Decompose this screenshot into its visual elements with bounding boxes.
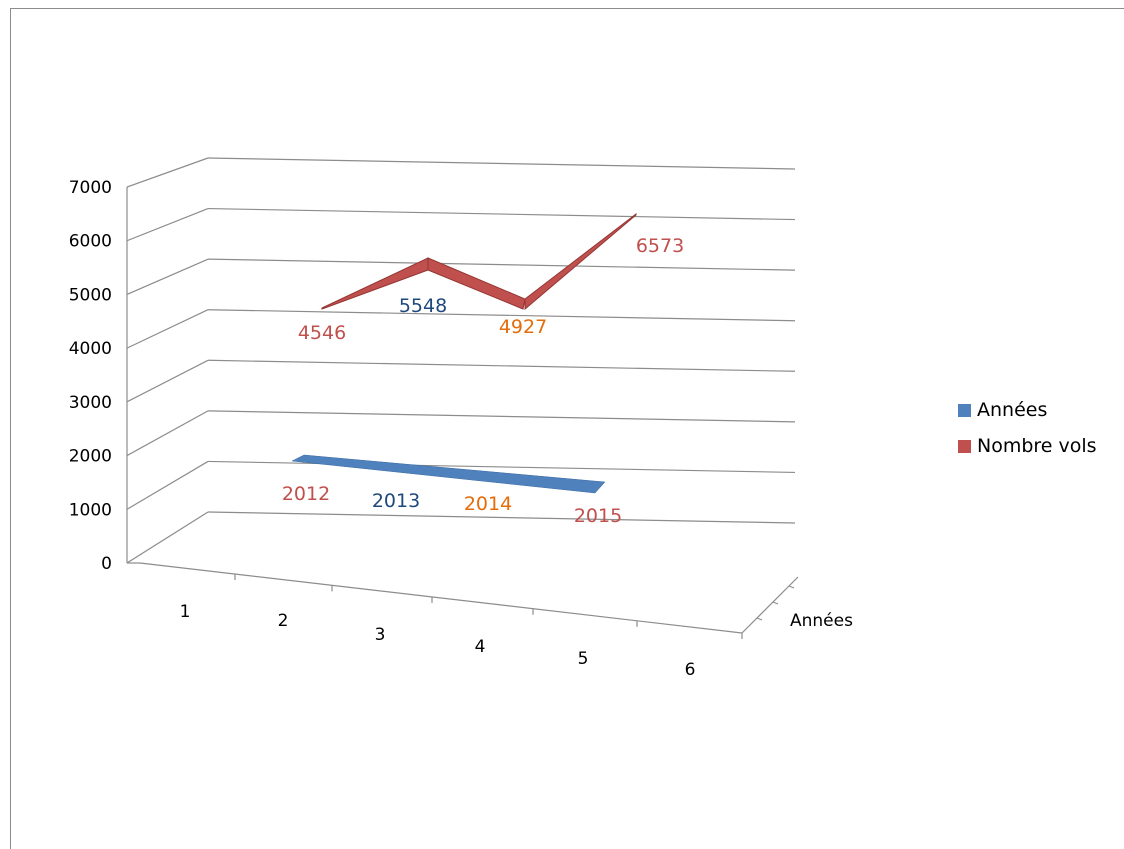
data-label-annees: 2014: [464, 493, 512, 515]
y-tick-label: 6000: [69, 232, 112, 252]
data-label-nombre-vols: 4927: [499, 316, 547, 338]
x-tick-label: 3: [375, 625, 386, 645]
side-gridline: [126, 460, 209, 510]
legend-swatch-annees: [958, 403, 971, 417]
x-tick-label: 6: [685, 660, 696, 680]
side-gridline: [126, 511, 209, 564]
back-gridline: [207, 157, 796, 170]
x-tick-label: 4: [475, 637, 486, 657]
back-gridline: [207, 511, 796, 524]
y-tick-label: 3000: [69, 393, 112, 413]
data-label-nombre-vols: 5548: [399, 295, 447, 317]
side-gridline: [126, 258, 209, 295]
chart-frame: [10, 8, 1124, 849]
side-gridline: [126, 208, 209, 242]
data-label-annees: 2013: [372, 490, 420, 512]
y-tick-label: 1000: [69, 500, 112, 520]
depth-axis-line: [741, 576, 799, 634]
depth-axis-label: Années: [790, 611, 853, 631]
legend-label-annees: Années: [977, 399, 1048, 421]
side-gridline: [126, 359, 209, 403]
back-gridline: [207, 410, 796, 423]
series-nombre-vols-segment: [524, 212, 637, 311]
depth-tick-mark: [788, 585, 795, 589]
back-gridline: [207, 309, 796, 322]
depth-tick-mark: [756, 617, 763, 621]
back-gridline: [207, 207, 796, 221]
y-tick-label: 2000: [69, 447, 112, 467]
side-gridline: [126, 157, 209, 188]
data-label-nombre-vols: 6573: [636, 235, 684, 257]
back-gridline: [207, 258, 796, 271]
x-tick-label: 2: [278, 611, 289, 631]
series-nombre-vols-segment: [427, 257, 526, 310]
back-gridline: [207, 460, 796, 474]
legend: Années Nombre vols: [958, 392, 1097, 464]
data-label-annees: 2012: [282, 483, 330, 505]
legend-item-nombre-vols: Nombre vols: [958, 428, 1097, 464]
back-gridline: [207, 359, 796, 372]
y-tick-label: 5000: [69, 285, 112, 305]
side-gridline: [126, 410, 209, 457]
series-annees-ribbon: [291, 454, 606, 494]
x-axis-line: [139, 562, 743, 634]
legend-label-nombre-vols: Nombre vols: [977, 435, 1097, 457]
x-tick-label: 5: [578, 649, 589, 669]
data-label-annees: 2015: [574, 505, 622, 527]
side-gridline: [126, 309, 209, 349]
depth-tick-mark: [772, 601, 779, 605]
legend-swatch-nombre-vols: [958, 439, 971, 453]
x-tick-label: 1: [180, 602, 191, 622]
y-tick-label: 4000: [69, 339, 112, 359]
legend-item-annees: Années: [958, 392, 1097, 428]
y-tick-label: 0: [101, 554, 112, 574]
y-tick-label: 7000: [69, 178, 112, 198]
data-label-nombre-vols: 4546: [298, 322, 346, 344]
